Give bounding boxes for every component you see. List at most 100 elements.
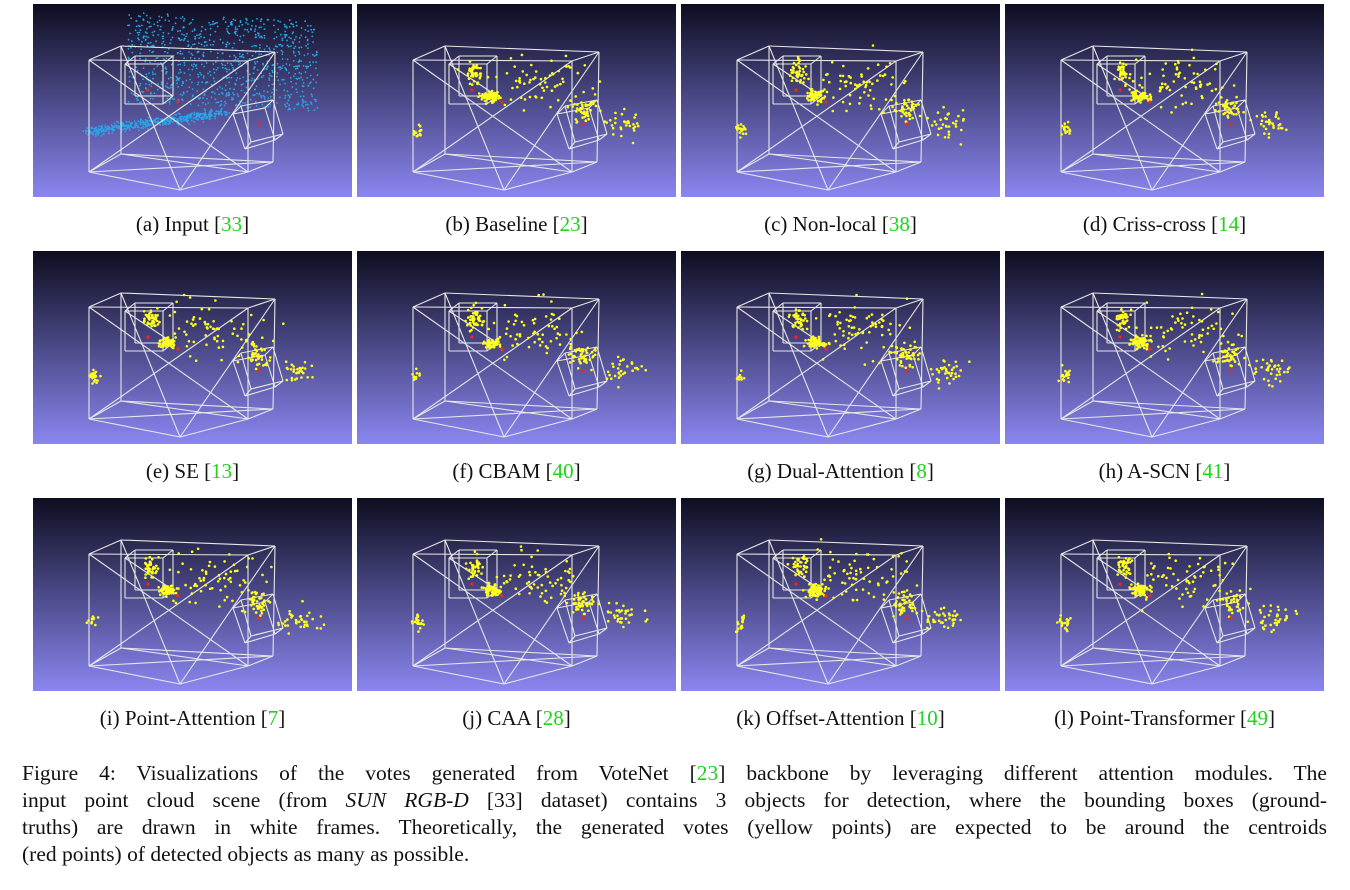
panel-caption: (a) Input [33] (33, 211, 352, 237)
vote-points (411, 293, 647, 389)
centroid-points (470, 335, 585, 373)
panel-caption: (i) Point-Attention [7] (33, 705, 352, 731)
vote-points (1056, 552, 1299, 634)
panel-image (33, 498, 352, 691)
render-background (681, 4, 1000, 197)
bracket: ] (1239, 212, 1247, 236)
bounding-boxes (736, 45, 932, 191)
render-background (357, 251, 676, 444)
citation[interactable]: 33 (221, 212, 243, 236)
point-cloud-render (681, 498, 1000, 691)
caption-line-4: (red points) of detected objects as many… (22, 842, 470, 866)
bracket: [ (545, 459, 553, 483)
caption-line-3: truths) are drawn in white frames. Theor… (22, 815, 1327, 839)
panel-image (357, 4, 676, 197)
vote-points (1057, 292, 1291, 388)
vote-points (88, 293, 314, 385)
citation[interactable]: 8 (916, 459, 927, 483)
bracket: ] (563, 706, 571, 730)
panel-caption: (d) Criss-cross [14] (1005, 211, 1324, 237)
panel-caption: (g) Dual-Attention [8] (681, 458, 1000, 484)
bounding-boxes (88, 292, 284, 438)
bounding-boxes (412, 292, 608, 438)
vote-points (1060, 48, 1288, 139)
citation[interactable]: 23 (696, 761, 719, 785)
bounding-boxes (412, 539, 608, 685)
dataset-name: SUN RGB-D (345, 788, 469, 812)
vote-points (412, 53, 640, 145)
bracket: ] (242, 212, 250, 236)
bracket: [ (909, 706, 917, 730)
panel-image (357, 498, 676, 691)
panel-image (357, 251, 676, 444)
render-background (681, 251, 1000, 444)
bracket: ] (926, 459, 934, 483)
render-background (33, 251, 352, 444)
point-cloud-render (1005, 4, 1324, 197)
panel-image (1005, 498, 1324, 691)
point-cloud-render (33, 4, 352, 197)
panel-label: (f) CBAM (452, 459, 546, 483)
point-cloud-render (357, 498, 676, 691)
citation[interactable]: 10 (916, 706, 938, 730)
render-background (33, 4, 352, 197)
citation[interactable]: 23 (559, 212, 581, 236)
panel-caption: (e) SE [13] (33, 458, 352, 484)
point-cloud-render (1005, 498, 1324, 691)
citation[interactable]: 49 (1246, 706, 1268, 730)
input-point-cloud (82, 12, 319, 138)
panel-label: (l) Point-Transformer (1054, 706, 1240, 730)
vote-points (735, 44, 965, 146)
bracket: [ (909, 459, 917, 483)
panel-image (1005, 4, 1324, 197)
centroid-points (1118, 335, 1233, 373)
citation[interactable]: 40 (552, 459, 574, 483)
vote-points (734, 538, 962, 634)
bracket: ] (573, 459, 581, 483)
panel-label: (c) Non-local (764, 212, 882, 236)
panel-caption: (l) Point-Transformer [49] (1005, 705, 1324, 731)
render-background (1005, 251, 1324, 444)
figure-caption: Figure 4: Visualizations of the votes ge… (22, 760, 1327, 868)
panel-caption: (j) CAA [28] (357, 705, 676, 731)
panel-label: (k) Offset-Attention (736, 706, 910, 730)
point-cloud-render (357, 4, 676, 197)
panel-image (33, 251, 352, 444)
bracket: ] (232, 459, 240, 483)
panel-label: (d) Criss-cross (1082, 212, 1212, 236)
caption-line-1: Figure 4: Visualizations of the votes ge… (22, 761, 1327, 785)
citation[interactable]: 7 (267, 706, 279, 730)
render-background (1005, 498, 1324, 691)
centroid-points (794, 335, 909, 373)
point-cloud-render (681, 4, 1000, 197)
panel-label: (h) A-SCN (1098, 459, 1196, 483)
bounding-boxes (1060, 292, 1256, 438)
bracket: [ (1195, 459, 1203, 483)
panel-caption: (k) Offset-Attention [10] (681, 705, 1000, 731)
panel-image (1005, 251, 1324, 444)
citation[interactable]: 41 (1202, 459, 1224, 483)
panel-label: (b) Baseline (445, 212, 553, 236)
vote-points (85, 547, 326, 635)
bracket: ] (278, 706, 286, 730)
bracket: ] (937, 706, 945, 730)
centroid-points (794, 582, 909, 620)
bounding-boxes (412, 45, 608, 191)
citation[interactable]: 13 (211, 459, 233, 483)
centroid-points (470, 88, 585, 126)
vote-points (410, 545, 649, 633)
render-background (357, 4, 676, 197)
panel-caption: (c) Non-local [38] (681, 211, 1000, 237)
bounding-boxes (88, 45, 284, 191)
citation[interactable]: 38 (888, 212, 910, 236)
render-background (357, 498, 676, 691)
bracket: ] (1223, 459, 1231, 483)
bracket: [ (535, 706, 543, 730)
citation[interactable]: 28 (542, 706, 564, 730)
bounding-boxes (736, 292, 932, 438)
point-cloud-render (1005, 251, 1324, 444)
bracket: ] (1267, 706, 1275, 730)
citation[interactable]: 14 (1218, 212, 1240, 236)
bracket: [ (214, 212, 222, 236)
bracket: [ (1239, 706, 1247, 730)
